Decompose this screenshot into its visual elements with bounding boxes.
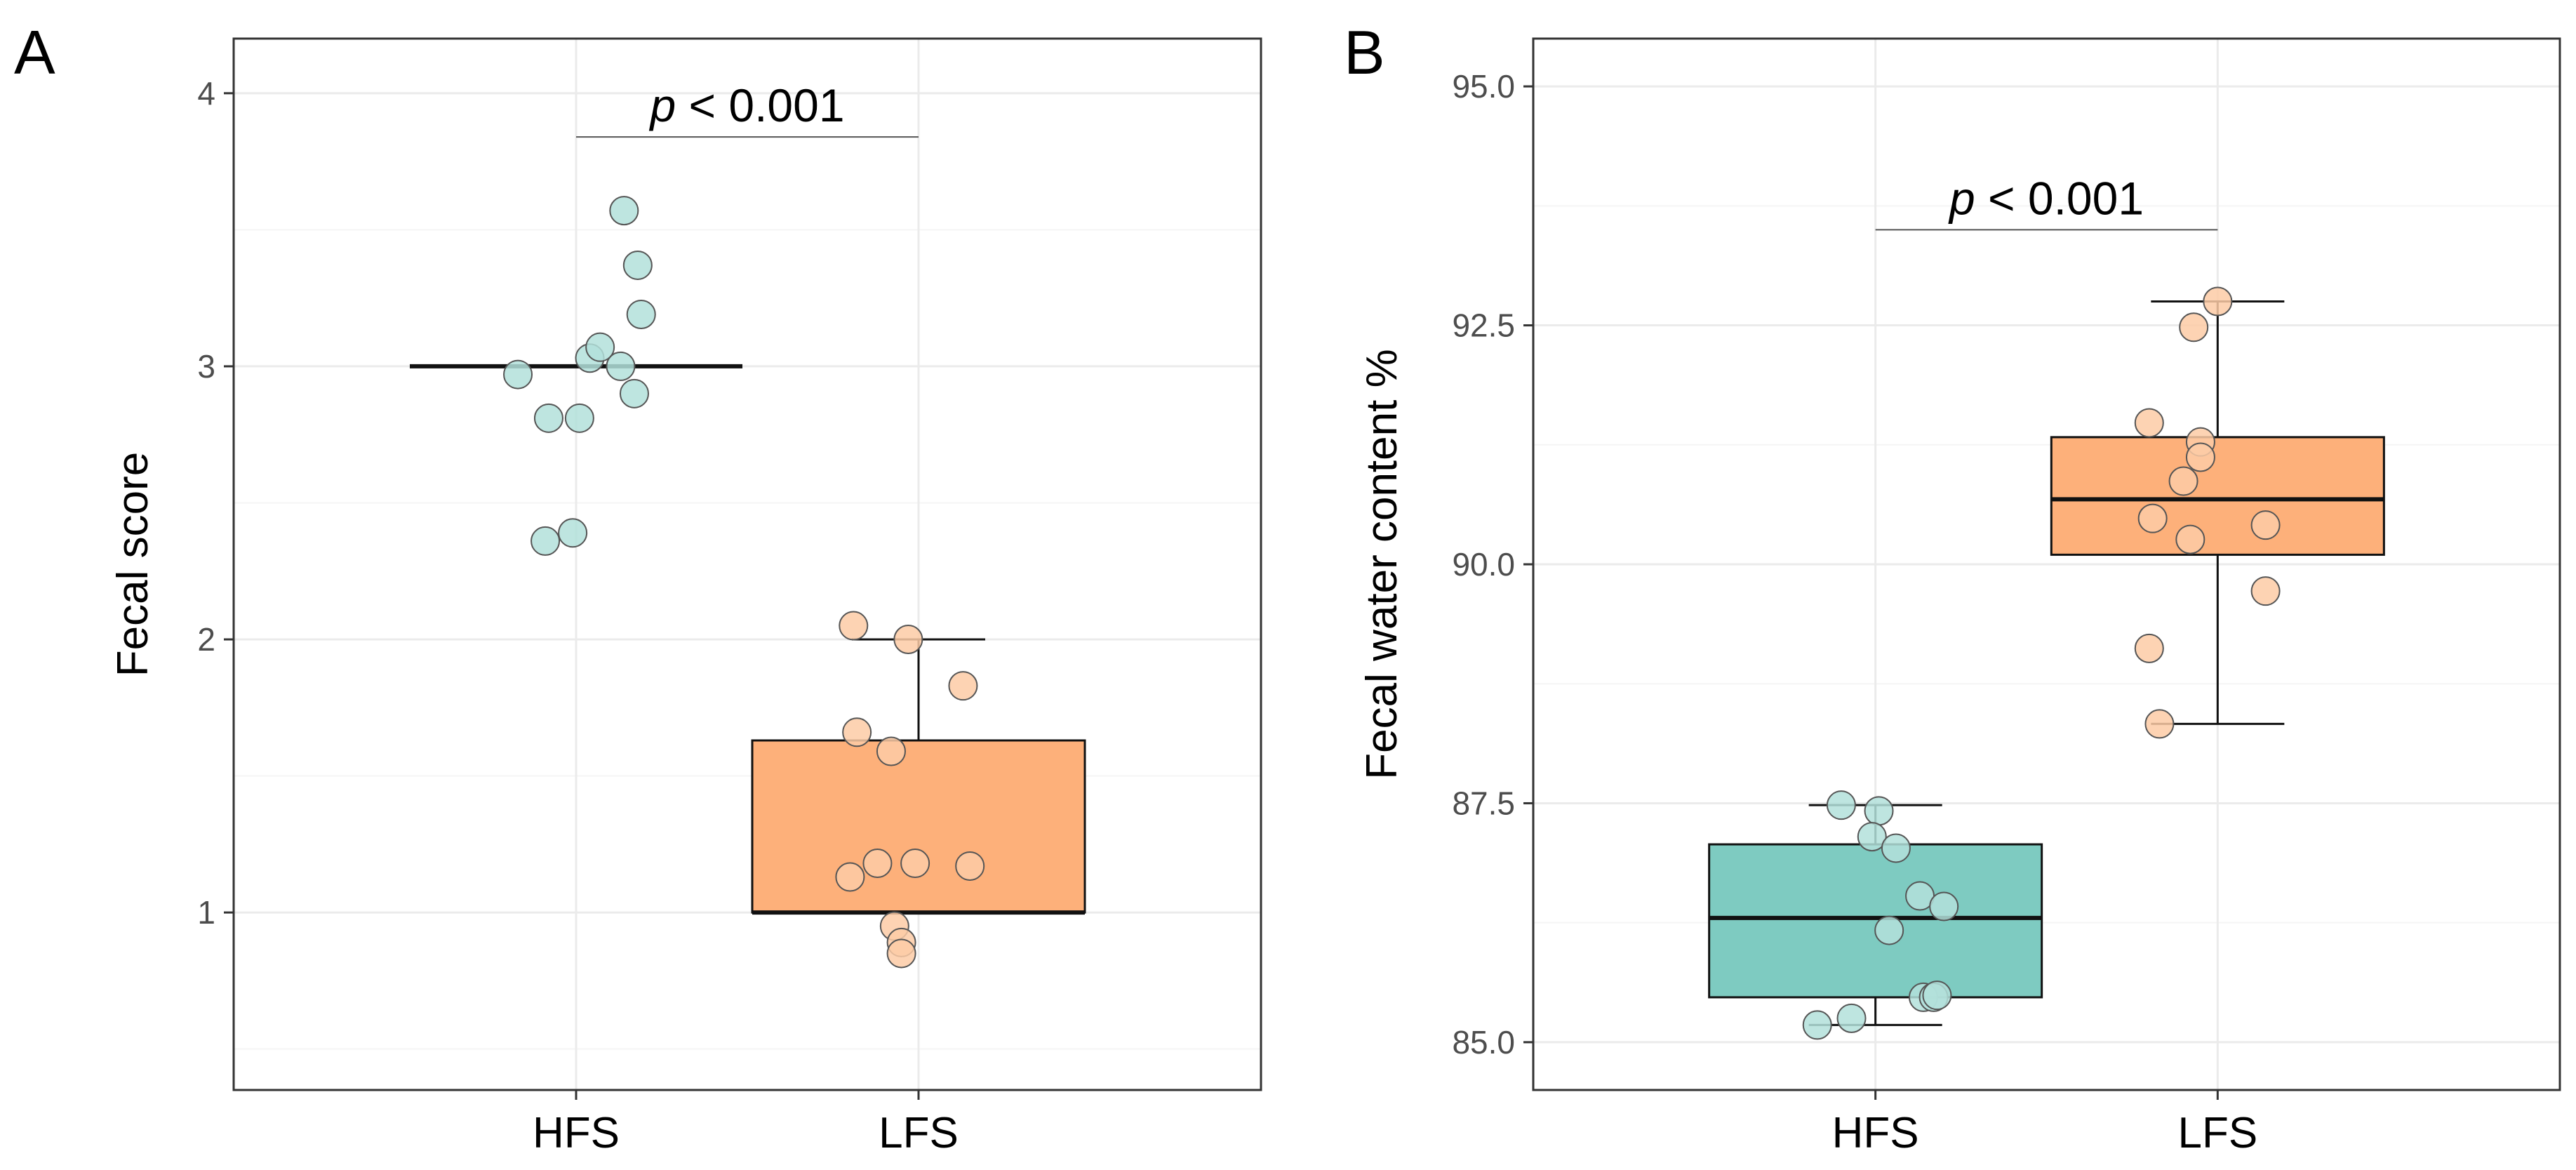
x-tick-label-hfs: HFS <box>1832 1109 1919 1157</box>
data-point-lfs <box>2134 633 2164 663</box>
data-point-hfs <box>619 378 649 408</box>
y-tick-label: 87.5 <box>1452 785 1515 821</box>
data-point-hfs <box>558 518 588 548</box>
data-point-lfs <box>876 736 906 766</box>
data-point-hfs <box>533 403 563 433</box>
data-point-lfs <box>862 849 893 879</box>
data-point-hfs <box>1864 796 1894 826</box>
box-lfs <box>751 739 1086 914</box>
y-tick-label: 90.0 <box>1452 546 1515 583</box>
p-value-label: p < 0.001 <box>1948 172 2144 224</box>
data-point-hfs <box>1857 822 1887 852</box>
y-tick-label: 85.0 <box>1452 1024 1515 1061</box>
data-point-hfs <box>503 359 533 390</box>
x-tick-label-lfs: LFS <box>879 1109 959 1157</box>
data-point-hfs <box>1874 915 1904 945</box>
y-tick-label: 3 <box>197 348 215 385</box>
data-point-lfs <box>2250 576 2281 606</box>
box-hfs <box>1708 843 2043 999</box>
data-point-hfs <box>530 526 561 556</box>
data-point-hfs <box>1836 1003 1867 1033</box>
p-threshold: < 0.001 <box>676 79 844 131</box>
p-threshold: < 0.001 <box>1975 172 2144 224</box>
data-point-hfs <box>606 351 636 381</box>
y-tick-label: 2 <box>197 621 215 658</box>
data-point-lfs <box>2185 442 2215 472</box>
data-point-lfs <box>835 862 865 892</box>
data-point-hfs <box>1929 891 1959 922</box>
p-symbol: p <box>648 79 676 131</box>
data-point-hfs <box>1922 980 1952 1011</box>
data-point-hfs <box>585 332 615 362</box>
y-axis-title: Fecal water content % <box>1358 349 1406 779</box>
data-point-lfs <box>2203 286 2233 317</box>
p-value-label: p < 0.001 <box>648 79 844 131</box>
data-point-lfs <box>900 849 930 879</box>
data-point-hfs <box>1881 833 1911 863</box>
panel-a: p < 0.001 1 2 3 4 HFS LFS Fecal score A <box>14 18 1262 1157</box>
x-tick-label-hfs: HFS <box>533 1109 620 1157</box>
plot-area <box>234 39 1261 1090</box>
panel-letter: B <box>1344 18 1385 87</box>
box-lfs <box>2050 436 2385 556</box>
data-point-lfs <box>2134 408 2164 438</box>
data-point-lfs <box>893 625 923 654</box>
panel-b: p < 0.001 85.0 87.5 90.0 92.5 95.0 HFS LFS Fecal… <box>1344 18 2561 1157</box>
y-tick-label: 4 <box>197 75 215 112</box>
data-point-lfs <box>2250 510 2281 540</box>
data-point-hfs <box>609 196 639 226</box>
data-point-hfs <box>1826 790 1856 820</box>
y-axis-title: Fecal score <box>109 452 157 677</box>
p-symbol: p <box>1948 172 1975 224</box>
data-point-lfs <box>886 938 916 969</box>
data-point-lfs <box>839 611 869 641</box>
panel-letter: A <box>14 18 55 87</box>
data-point-lfs <box>2179 312 2209 343</box>
data-point-lfs <box>955 851 985 881</box>
data-point-lfs <box>948 671 978 701</box>
y-tick-label: 92.5 <box>1452 307 1515 344</box>
data-point-lfs <box>842 717 872 747</box>
data-point-lfs <box>2175 524 2205 554</box>
data-point-lfs <box>2168 466 2198 496</box>
panel-border <box>232 37 1262 1091</box>
data-point-lfs <box>2137 503 2168 533</box>
data-point-hfs <box>626 299 656 329</box>
y-tick-label: 1 <box>197 894 215 931</box>
data-point-hfs <box>1802 1010 1832 1040</box>
data-point-hfs <box>622 250 653 280</box>
x-tick-label-lfs: LFS <box>2177 1109 2257 1157</box>
y-tick-label: 95.0 <box>1452 68 1515 105</box>
data-point-hfs <box>564 403 594 433</box>
data-point-lfs <box>2144 709 2175 739</box>
